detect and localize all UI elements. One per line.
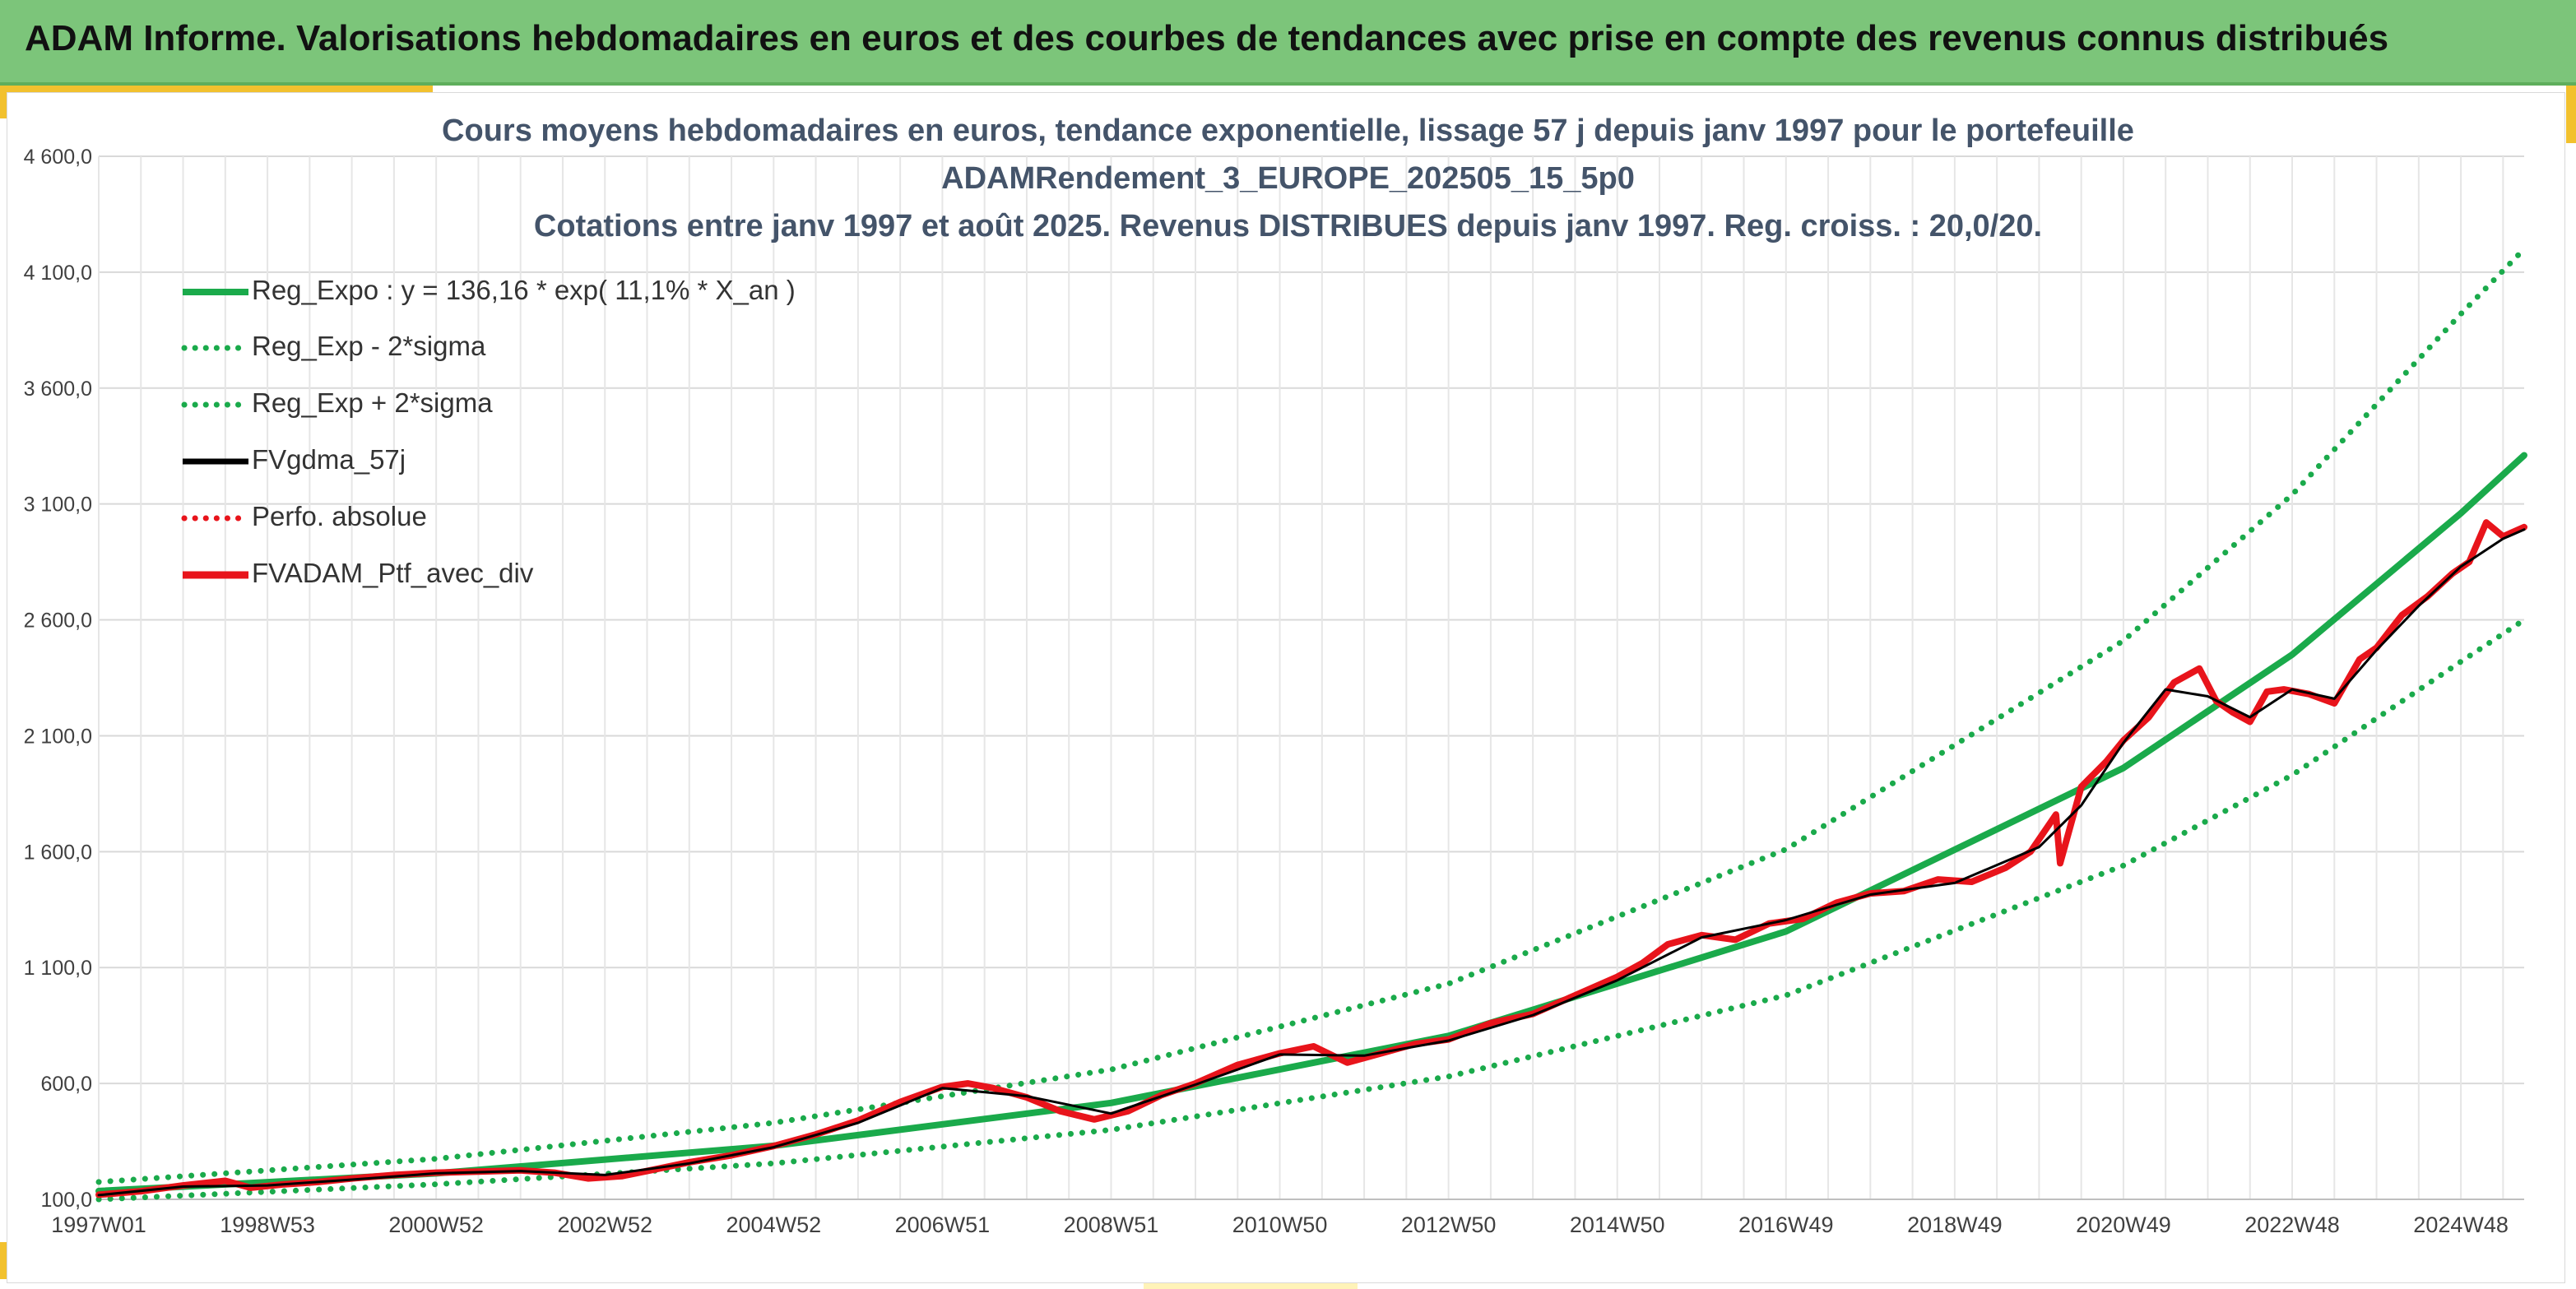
header-banner: ADAM Informe. Valorisations hebdomadaire… xyxy=(0,0,2576,86)
legend-swatch-solid-red xyxy=(183,571,248,579)
accent-bar-bottom xyxy=(1144,1283,1358,1289)
x-tick-label: 1997W01 xyxy=(51,1212,146,1237)
x-tick-label: 2014W50 xyxy=(1570,1212,1665,1237)
legend-swatch-solid-green xyxy=(183,289,248,295)
legend-swatch-solid-black xyxy=(183,458,248,465)
series-line-reg-exp-plus-2sigma xyxy=(95,246,2527,1185)
y-tick-label: 2 100,0 xyxy=(24,725,92,748)
legend-label: FVADAM_Ptf_avec_div xyxy=(252,558,534,588)
banner-title: ADAM Informe. Valorisations hebdomadaire… xyxy=(25,18,2389,58)
chart-title-line-1: Cours moyens hebdomadaires en euros, ten… xyxy=(442,114,2134,148)
chart-gridlines xyxy=(98,155,2524,1200)
accent-bar-left-bottom xyxy=(0,1242,7,1279)
y-axis-tick-labels: 100,0 600,0 1 100,0 1 600,0 2 100,0 2 600,0 3 … xyxy=(24,146,92,1212)
x-tick-label: 2022W48 xyxy=(2244,1212,2340,1237)
chart-series xyxy=(95,246,2527,1203)
x-tick-label: 2008W51 xyxy=(1064,1212,1159,1237)
legend-swatch-dotted-green xyxy=(181,401,250,408)
legend-label: Perfo. absolue xyxy=(252,501,427,531)
legend-label: Reg_Exp + 2*sigma xyxy=(252,387,493,418)
x-tick-label: 2010W50 xyxy=(1232,1212,1328,1237)
series-line-reg-expo xyxy=(95,452,2527,1194)
x-axis-tick-labels: 1997W01 1998W53 2000W52 2002W52 2004W52 2006W… xyxy=(51,1212,2509,1237)
y-tick-label: 2 600,0 xyxy=(24,610,92,633)
accent-bar-right xyxy=(2566,86,2576,143)
y-tick-label: 600,0 xyxy=(40,1073,92,1096)
x-tick-label: 2016W49 xyxy=(1738,1212,1834,1237)
y-tick-label: 3 600,0 xyxy=(24,378,92,401)
x-tick-label: 2018W49 xyxy=(1907,1212,2003,1237)
chart-title-line-2: ADAMRendement_3_EUROPE_202505_15_5p0 xyxy=(941,161,1635,196)
x-tick-label: 2012W50 xyxy=(1401,1212,1497,1237)
y-tick-label: 3 100,0 xyxy=(24,494,92,517)
y-tick-label: 1 600,0 xyxy=(24,841,92,864)
legend-label: Reg_Exp - 2*sigma xyxy=(252,331,486,361)
chart-title-line-3: Cotations entre janv 1997 et août 2025. … xyxy=(533,209,2043,243)
legend-label: Reg_Expo : y = 136,16 * exp( 11,1% * X_a… xyxy=(252,275,796,305)
x-tick-label: 2000W52 xyxy=(388,1212,484,1237)
y-tick-label: 1 100,0 xyxy=(24,957,92,980)
legend-swatch-dotted-red xyxy=(181,515,250,522)
y-tick-label: 100,0 xyxy=(40,1189,92,1212)
chart-frame xyxy=(7,92,2565,1283)
accent-bar-top xyxy=(0,86,433,92)
x-tick-label: 2004W52 xyxy=(726,1212,822,1237)
series-line-fvadam-ptf xyxy=(95,519,2527,1199)
series-line-fvgdma-57j xyxy=(97,528,2526,1197)
series-line-reg-exp-minus-2sigma xyxy=(95,617,2527,1203)
legend-swatch-dotted-green xyxy=(181,345,250,351)
y-tick-label: 4 600,0 xyxy=(24,146,92,169)
x-tick-label: 2020W49 xyxy=(2076,1212,2171,1237)
accent-bar-left xyxy=(0,86,7,118)
x-tick-label: 2002W52 xyxy=(557,1212,652,1237)
x-tick-label: 2024W48 xyxy=(2413,1212,2509,1237)
y-tick-label: 4 100,0 xyxy=(24,262,92,285)
x-tick-label: 1998W53 xyxy=(220,1212,315,1237)
legend-label: FVgdma_57j xyxy=(252,444,406,475)
x-tick-label: 2006W51 xyxy=(895,1212,991,1237)
